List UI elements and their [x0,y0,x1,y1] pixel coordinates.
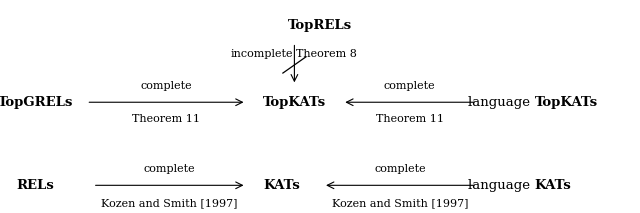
Text: TopRELs: TopRELs [288,19,352,32]
Text: RELs: RELs [17,179,54,192]
Text: incomplete: incomplete [230,49,293,59]
Text: complete: complete [141,81,192,91]
Text: language: language [468,179,534,192]
Text: KATs: KATs [534,179,571,192]
Text: complete: complete [374,164,426,174]
Text: Kozen and Smith [1997]: Kozen and Smith [1997] [101,198,238,208]
Text: Theorem 11: Theorem 11 [132,114,200,124]
Text: complete: complete [144,164,195,174]
Text: Kozen and Smith [1997]: Kozen and Smith [1997] [332,198,468,208]
Text: language: language [468,96,534,109]
Text: complete: complete [384,81,435,91]
Text: TopGRELs: TopGRELs [0,96,73,109]
Text: TopKATs: TopKATs [534,96,598,109]
Text: TopKATs: TopKATs [263,96,326,109]
Text: Theorem 11: Theorem 11 [376,114,444,124]
Text: KATs: KATs [263,179,300,192]
Text: Theorem 8: Theorem 8 [296,49,356,59]
